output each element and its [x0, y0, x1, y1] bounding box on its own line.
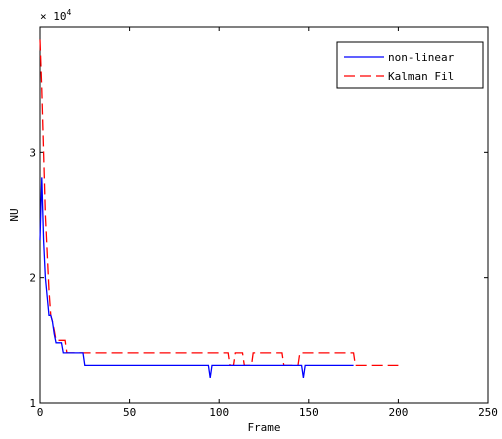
x-tick-label: 0: [37, 406, 44, 419]
y-tick-label: 1: [29, 397, 36, 410]
x-tick-label: 50: [123, 406, 136, 419]
x-tick-label: 150: [299, 406, 319, 419]
legend-box: [336, 41, 484, 89]
y-axis-exponent-base: × 10: [40, 10, 67, 23]
series-line-non-linear: [39, 177, 354, 378]
x-axis-label: Frame: [247, 421, 280, 434]
y-tick-label: 2: [29, 272, 36, 285]
x-tick-label: 200: [388, 406, 408, 419]
x-tick-label: 100: [209, 406, 229, 419]
y-axis-exponent-power: 4: [67, 8, 72, 17]
x-tick-label: 250: [478, 406, 498, 419]
y-axis-exponent-label: × 104: [40, 8, 72, 23]
y-tick-label: 3: [29, 146, 36, 159]
legend: non-linear Kalman Fil: [336, 41, 484, 89]
legend-label-non-linear: non-linear: [388, 51, 455, 64]
plot-frame: [39, 26, 489, 404]
axis-ticks: 0 50 100 150 200 250 1 2 3: [29, 27, 498, 419]
y-axis-label: NU: [8, 208, 21, 221]
legend-label-kalman-fil: Kalman Fil: [388, 70, 454, 83]
series-lines: [39, 39, 399, 378]
